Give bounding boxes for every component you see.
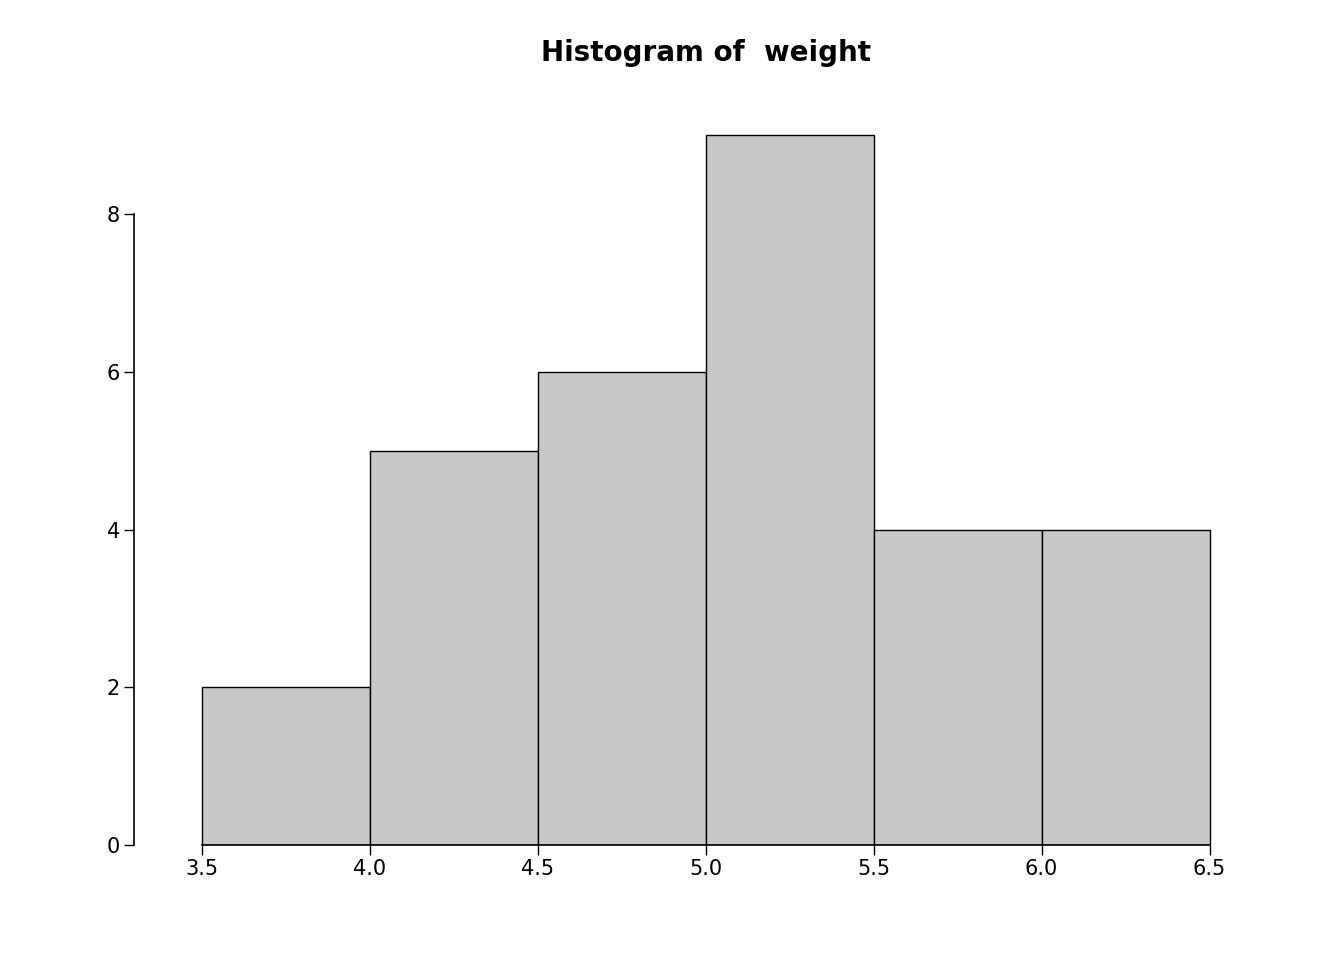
- Bar: [706, 135, 874, 845]
- Bar: [370, 450, 538, 845]
- Bar: [202, 687, 370, 845]
- Bar: [1042, 530, 1210, 845]
- Title: Histogram of  weight: Histogram of weight: [540, 39, 871, 67]
- Bar: [874, 530, 1042, 845]
- Bar: [538, 372, 706, 845]
